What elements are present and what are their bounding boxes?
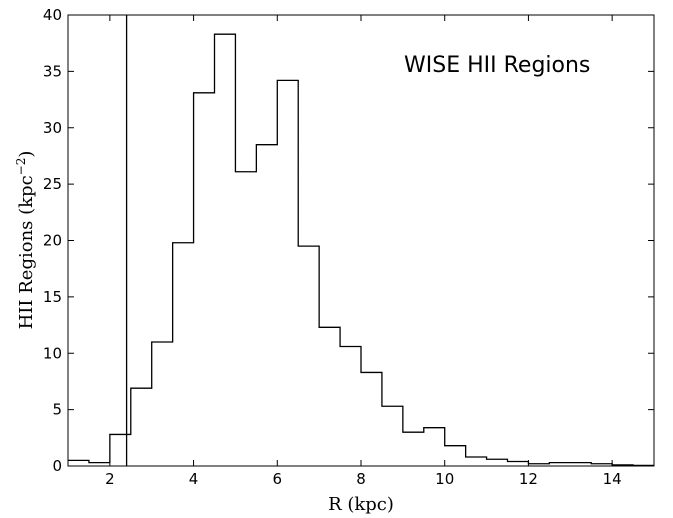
histogram-bar bbox=[298, 246, 319, 466]
histogram-bar bbox=[340, 346, 361, 466]
plot-frame bbox=[67, 14, 655, 467]
histogram-bar bbox=[215, 34, 236, 466]
y-axis-label: HII Regions (kpc−2) bbox=[14, 151, 37, 330]
y-axis-label-base: HII Regions (kpc bbox=[16, 175, 37, 329]
y-tick-label: 30 bbox=[43, 119, 62, 137]
histogram-bar bbox=[403, 432, 424, 466]
y-ticks: 0 5 10 15 20 25 30 35 40 bbox=[43, 6, 654, 475]
y-tick-label: 0 bbox=[52, 457, 62, 475]
histogram-bar bbox=[508, 461, 529, 466]
histogram-bar bbox=[235, 172, 256, 466]
y-tick-label: 35 bbox=[43, 62, 62, 80]
x-tick-label: 12 bbox=[519, 470, 538, 488]
histogram-bar bbox=[466, 457, 487, 466]
histogram-bar bbox=[256, 145, 277, 466]
y-axis-label-exponent: −2 bbox=[14, 158, 28, 176]
x-tick-label: 2 bbox=[105, 470, 115, 488]
x-tick-label: 10 bbox=[435, 470, 454, 488]
histogram-bar bbox=[131, 388, 152, 466]
y-axis-label-close: ) bbox=[16, 151, 37, 158]
histogram-outline bbox=[68, 33, 654, 467]
y-tick-label: 40 bbox=[43, 6, 62, 24]
histogram-bar bbox=[487, 459, 508, 466]
histogram-bar bbox=[173, 243, 194, 466]
histogram-bar bbox=[110, 434, 131, 466]
histogram-bar bbox=[277, 80, 298, 466]
y-tick-label: 20 bbox=[43, 232, 62, 250]
histogram-bar bbox=[68, 460, 89, 466]
histogram-bars bbox=[68, 34, 654, 466]
x-tick-label: 4 bbox=[189, 470, 199, 488]
annotation-text: WISE HII Regions bbox=[404, 53, 590, 78]
histogram-bar bbox=[194, 93, 215, 466]
histogram-bar bbox=[445, 446, 466, 466]
y-tick-label: 10 bbox=[43, 344, 62, 362]
y-tick-label: 15 bbox=[43, 288, 62, 306]
histogram-bar bbox=[319, 327, 340, 466]
histogram-bar bbox=[152, 342, 173, 466]
histogram-bar bbox=[361, 372, 382, 466]
histogram-bar bbox=[382, 406, 403, 466]
x-tick-label: 6 bbox=[273, 470, 283, 488]
x-tick-label: 8 bbox=[356, 470, 366, 488]
y-tick-label: 5 bbox=[52, 401, 62, 419]
x-ticks: 2 4 6 8 10 12 14 bbox=[105, 15, 622, 488]
y-tick-label: 25 bbox=[43, 175, 62, 193]
histogram-bar bbox=[424, 428, 445, 466]
x-tick-label: 14 bbox=[603, 470, 622, 488]
x-axis-label: R (kpc) bbox=[328, 494, 394, 515]
